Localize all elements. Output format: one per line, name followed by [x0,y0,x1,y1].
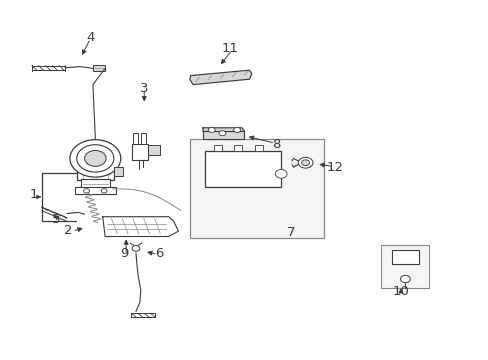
Polygon shape [203,131,244,139]
Bar [75,187,116,194]
Bar [132,144,147,160]
Polygon shape [203,128,244,135]
Bar [213,145,221,151]
Text: 8: 8 [271,138,280,150]
Circle shape [298,157,312,168]
Bar [391,250,418,264]
Circle shape [83,189,89,193]
Circle shape [132,246,140,251]
Bar [234,145,242,151]
Circle shape [301,160,309,166]
Text: 12: 12 [326,161,343,174]
Text: 3: 3 [140,82,148,95]
Text: 6: 6 [154,247,163,260]
Bar [189,139,324,238]
Bar [81,179,110,188]
Circle shape [70,140,121,177]
Circle shape [233,127,240,132]
Circle shape [219,131,225,136]
Text: 5: 5 [52,213,61,226]
Bar [147,145,160,155]
Text: 2: 2 [64,224,73,237]
Bar [133,133,138,144]
Bar [141,133,145,144]
Polygon shape [189,70,251,85]
Bar [93,65,105,71]
Circle shape [400,275,409,283]
Circle shape [101,189,107,193]
Bar [381,245,428,288]
Text: 11: 11 [221,42,238,55]
Text: 4: 4 [86,31,95,44]
Text: 9: 9 [120,247,129,260]
Circle shape [84,150,106,166]
Text: 7: 7 [286,226,295,239]
Bar [205,151,281,187]
Bar [114,167,122,176]
Circle shape [275,170,286,178]
Text: 1: 1 [30,188,39,201]
Bar [254,145,262,151]
Circle shape [208,127,215,132]
Text: 10: 10 [392,285,408,298]
Circle shape [77,145,114,172]
Bar [77,159,114,180]
